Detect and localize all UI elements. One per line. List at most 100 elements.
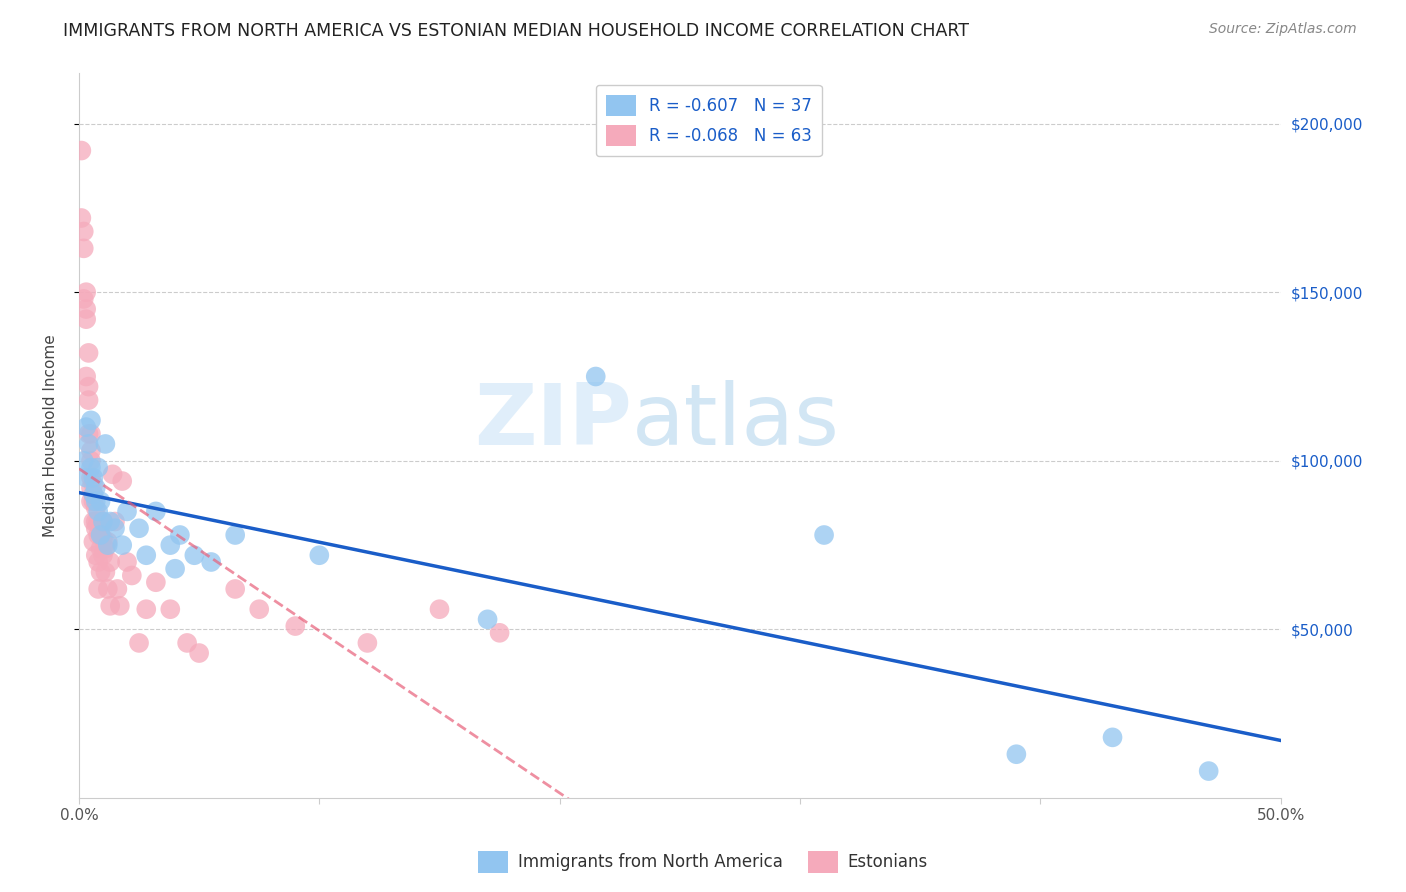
Point — [82, 487, 104, 501]
Text: Source: ZipAtlas.com: Source: ZipAtlas.com — [1209, 22, 1357, 37]
Point — [145, 504, 167, 518]
Point — [90, 541, 112, 556]
Point — [87, 504, 110, 518]
Point — [75, 301, 97, 316]
Point — [84, 494, 107, 508]
Point — [224, 582, 246, 596]
Point — [94, 541, 117, 556]
Point — [82, 487, 104, 501]
Point — [91, 515, 114, 529]
Point — [97, 534, 120, 549]
Point — [97, 538, 120, 552]
Point — [70, 211, 93, 225]
Point — [200, 555, 222, 569]
Point — [135, 548, 157, 562]
Point — [308, 548, 330, 562]
Point — [73, 454, 96, 468]
Point — [90, 494, 112, 508]
Point — [75, 420, 97, 434]
Point — [80, 471, 103, 485]
Point — [80, 413, 103, 427]
Point — [82, 477, 104, 491]
Point — [1198, 764, 1220, 778]
Point — [75, 369, 97, 384]
Point — [165, 562, 187, 576]
Point — [1101, 731, 1123, 745]
Point — [98, 515, 121, 529]
Point — [98, 555, 121, 569]
Y-axis label: Median Household Income: Median Household Income — [44, 334, 58, 537]
Point — [121, 568, 143, 582]
Point — [585, 369, 607, 384]
Text: atlas: atlas — [631, 379, 839, 463]
Point — [75, 312, 97, 326]
Point — [188, 646, 211, 660]
Point — [91, 532, 114, 546]
Point — [90, 565, 112, 579]
Point — [128, 636, 150, 650]
Legend: R = -0.607   N = 37, R = -0.068   N = 63: R = -0.607 N = 37, R = -0.068 N = 63 — [596, 85, 821, 156]
Point — [97, 582, 120, 596]
Point — [94, 437, 117, 451]
Point — [98, 599, 121, 613]
Point — [73, 241, 96, 255]
Point — [70, 144, 93, 158]
Point — [128, 521, 150, 535]
Point — [145, 575, 167, 590]
Point — [84, 481, 107, 495]
Point — [108, 599, 131, 613]
Text: ZIP: ZIP — [474, 379, 631, 463]
Point — [84, 515, 107, 529]
Point — [247, 602, 270, 616]
Point — [101, 467, 124, 482]
Point — [82, 471, 104, 485]
Point — [80, 443, 103, 458]
Point — [159, 602, 181, 616]
Point — [183, 548, 205, 562]
Point — [356, 636, 378, 650]
Point — [107, 582, 129, 596]
Point — [1005, 747, 1028, 762]
Point — [104, 515, 127, 529]
Legend: Immigrants from North America, Estonians: Immigrants from North America, Estonians — [471, 845, 935, 880]
Point — [82, 515, 104, 529]
Point — [90, 528, 112, 542]
Point — [115, 504, 138, 518]
Point — [87, 555, 110, 569]
Point — [284, 619, 307, 633]
Point — [87, 582, 110, 596]
Point — [84, 521, 107, 535]
Point — [84, 548, 107, 562]
Point — [73, 292, 96, 306]
Point — [488, 625, 510, 640]
Point — [91, 515, 114, 529]
Point — [429, 602, 451, 616]
Point — [75, 285, 97, 300]
Point — [104, 521, 127, 535]
Point — [80, 454, 103, 468]
Point — [77, 379, 100, 393]
Text: IMMIGRANTS FROM NORTH AMERICA VS ESTONIAN MEDIAN HOUSEHOLD INCOME CORRELATION CH: IMMIGRANTS FROM NORTH AMERICA VS ESTONIA… — [63, 22, 969, 40]
Point — [80, 494, 103, 508]
Point — [224, 528, 246, 542]
Point — [115, 555, 138, 569]
Point — [77, 393, 100, 408]
Point — [84, 501, 107, 516]
Point — [73, 225, 96, 239]
Point — [176, 636, 198, 650]
Point — [87, 528, 110, 542]
Point — [111, 474, 134, 488]
Point — [87, 460, 110, 475]
Point — [82, 534, 104, 549]
Point — [813, 528, 835, 542]
Point — [77, 346, 100, 360]
Point — [80, 426, 103, 441]
Point — [75, 471, 97, 485]
Point — [91, 548, 114, 562]
Point — [87, 515, 110, 529]
Point — [111, 538, 134, 552]
Point — [77, 437, 100, 451]
Point — [77, 426, 100, 441]
Point — [90, 521, 112, 535]
Point — [80, 460, 103, 475]
